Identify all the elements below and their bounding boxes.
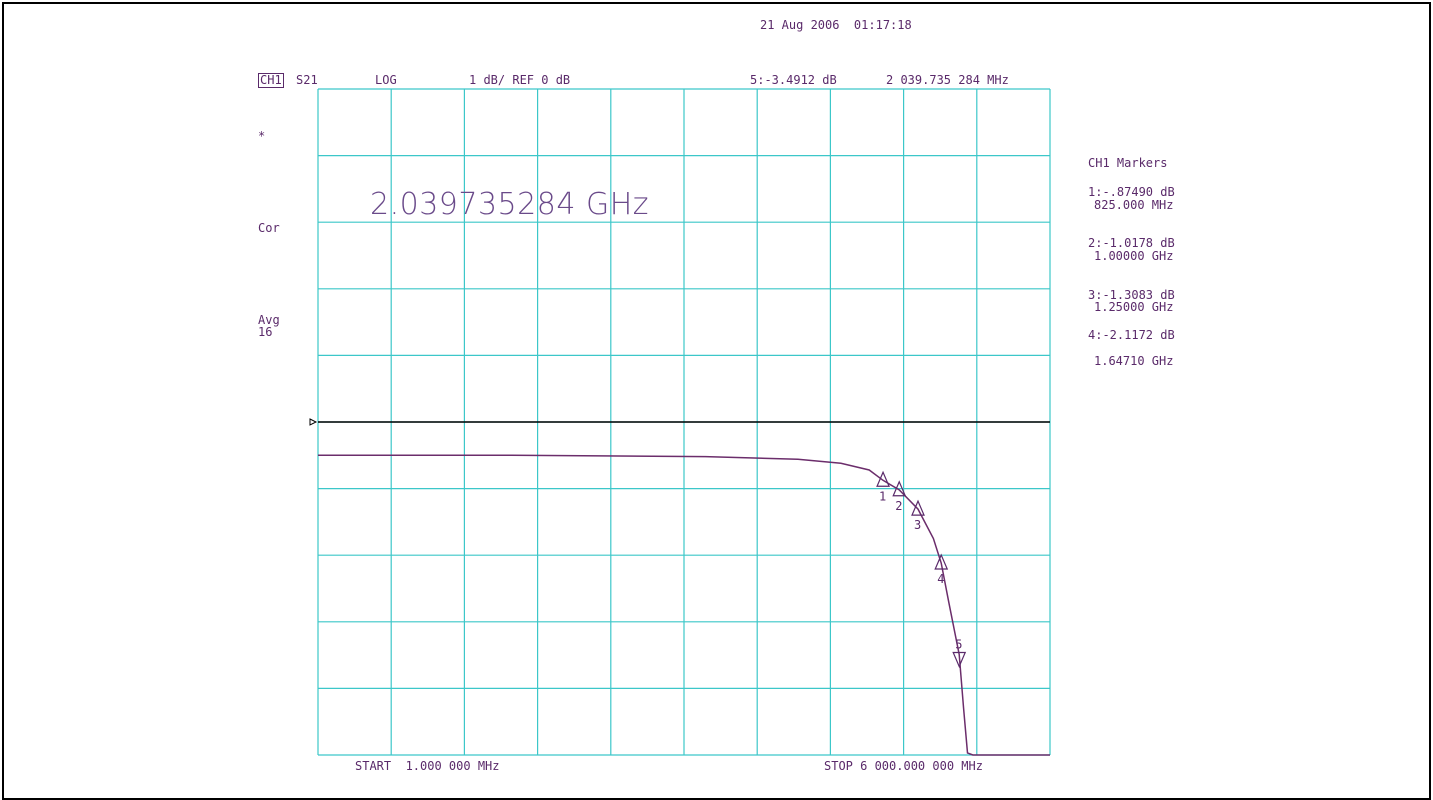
- marker-2-icon: [892, 480, 907, 497]
- format-label: LOG: [375, 73, 397, 87]
- marker-4-icon: [934, 553, 949, 570]
- marker-3-label: 3: [914, 518, 921, 532]
- marker-2-frequency: 1.00000 GHz: [1094, 249, 1174, 263]
- marker-frequency-readout: 2.039735284 GHz: [370, 187, 649, 222]
- star-indicator: *: [258, 129, 266, 143]
- marker-5-icon: [952, 651, 967, 669]
- start-frequency: START 1.000 000 MHz: [355, 759, 500, 773]
- marker-5-label: 5: [955, 638, 962, 652]
- marker-3-icon: [911, 499, 925, 516]
- marker-4-value: 4:-2.1172 dB: [1088, 328, 1175, 342]
- marker-1-value: 1:-.87490 dB: [1088, 185, 1175, 199]
- scale-label: 1 dB/ REF 0 dB: [469, 73, 571, 87]
- active-marker-frequency: 2 039.735 284 MHz: [886, 73, 1009, 87]
- correction-indicator: Cor: [258, 221, 280, 235]
- marker-2-value: 2:-1.0178 dB: [1088, 236, 1175, 250]
- marker-1-label: 1: [879, 489, 886, 503]
- marker-3-value: 3:-1.3083 dB: [1088, 288, 1175, 302]
- marker-4-label: 4: [937, 572, 944, 586]
- averaging-count: 16: [258, 325, 273, 339]
- parameter-label: S21: [296, 73, 318, 87]
- marker-3-frequency: 1.25000 GHz: [1094, 300, 1174, 314]
- marker-2-label: 2: [895, 499, 902, 513]
- channel-label: CH1: [258, 73, 284, 88]
- averaging-indicator: Avg: [258, 313, 280, 327]
- reference-arrow-icon: [309, 418, 318, 426]
- marker-1-icon: [876, 470, 890, 487]
- stop-frequency: STOP 6 000.000 000 MHz: [824, 759, 983, 773]
- date-time: 21 Aug 2006 01:17:18: [760, 18, 912, 32]
- active-marker-value: 5:-3.4912 dB: [750, 73, 837, 87]
- marker-1-frequency: 825.000 MHz: [1094, 198, 1174, 212]
- marker-group: 123 4 5: [876, 470, 967, 669]
- s21-trace: [318, 454, 1050, 756]
- marker-table-title: CH1 Markers: [1088, 156, 1168, 170]
- marker-4-frequency: 1.64710 GHz: [1094, 354, 1174, 368]
